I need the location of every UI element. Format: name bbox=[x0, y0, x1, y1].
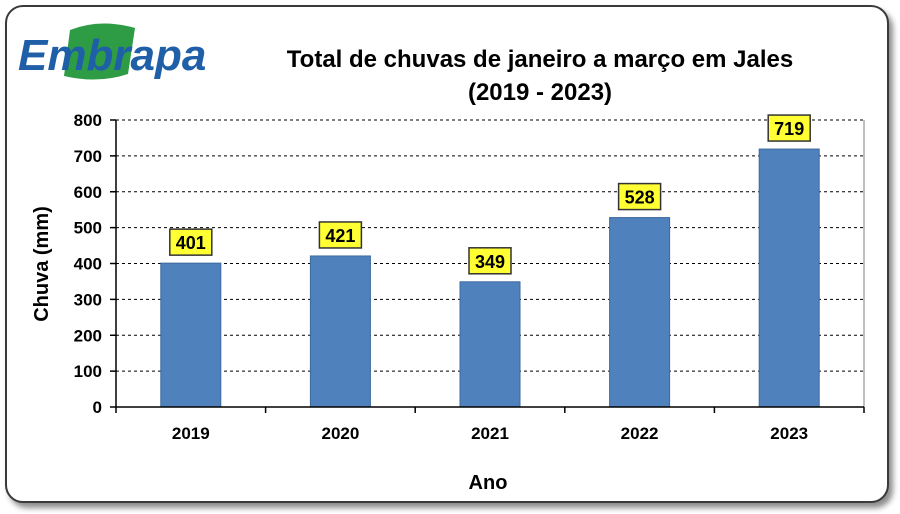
data-label: 421 bbox=[318, 221, 363, 249]
y-tick-label: 600 bbox=[74, 183, 102, 202]
data-label-box bbox=[617, 182, 662, 211]
chart-title: Total de chuvas de janeiro a março em Ja… bbox=[287, 46, 793, 73]
bar-2023 bbox=[758, 148, 820, 408]
data-label-value: 421 bbox=[325, 226, 355, 246]
data-label: 528 bbox=[617, 182, 662, 211]
logo-text: Embrapa bbox=[18, 31, 206, 80]
bar-2021 bbox=[459, 281, 521, 408]
chart-frame bbox=[5, 5, 889, 503]
bar-2022 bbox=[609, 217, 671, 408]
bar-2020 bbox=[309, 255, 371, 408]
x-axis-title: Ano bbox=[469, 472, 508, 494]
y-tick-label: 400 bbox=[74, 255, 102, 274]
x-tick-label: 2019 bbox=[172, 424, 210, 443]
logo-leaf-icon bbox=[64, 23, 135, 80]
data-label-box bbox=[169, 228, 213, 256]
y-tick-label: 100 bbox=[74, 362, 102, 381]
data-label-value: 528 bbox=[625, 188, 655, 208]
y-tick-label: 700 bbox=[74, 147, 102, 166]
data-label-value: 401 bbox=[176, 233, 206, 253]
chart-subtitle: (2019 - 2023) bbox=[468, 79, 612, 106]
embrapa-logo: Embrapa bbox=[18, 23, 206, 80]
data-label-box bbox=[468, 247, 512, 275]
data-label-value: 349 bbox=[475, 252, 505, 272]
y-tick-label: 200 bbox=[74, 326, 102, 345]
data-label: 349 bbox=[468, 247, 512, 275]
data-label-value: 719 bbox=[774, 119, 804, 139]
data-label-box bbox=[767, 114, 811, 142]
x-tick-label: 2021 bbox=[471, 424, 509, 443]
y-axis-title: Chuva (mm) bbox=[31, 206, 53, 322]
x-tick-label: 2020 bbox=[321, 424, 359, 443]
x-tick-label: 2022 bbox=[621, 424, 659, 443]
x-tick-label: 2023 bbox=[770, 424, 808, 443]
y-tick-label: 0 bbox=[93, 398, 102, 417]
data-label: 401 bbox=[169, 228, 213, 256]
y-tick-label: 500 bbox=[74, 219, 102, 238]
y-tick-label: 300 bbox=[74, 290, 102, 309]
y-tick-label: 800 bbox=[74, 111, 102, 130]
bar-2019 bbox=[160, 262, 222, 408]
data-label-box bbox=[318, 221, 363, 249]
data-label: 719 bbox=[767, 114, 811, 142]
